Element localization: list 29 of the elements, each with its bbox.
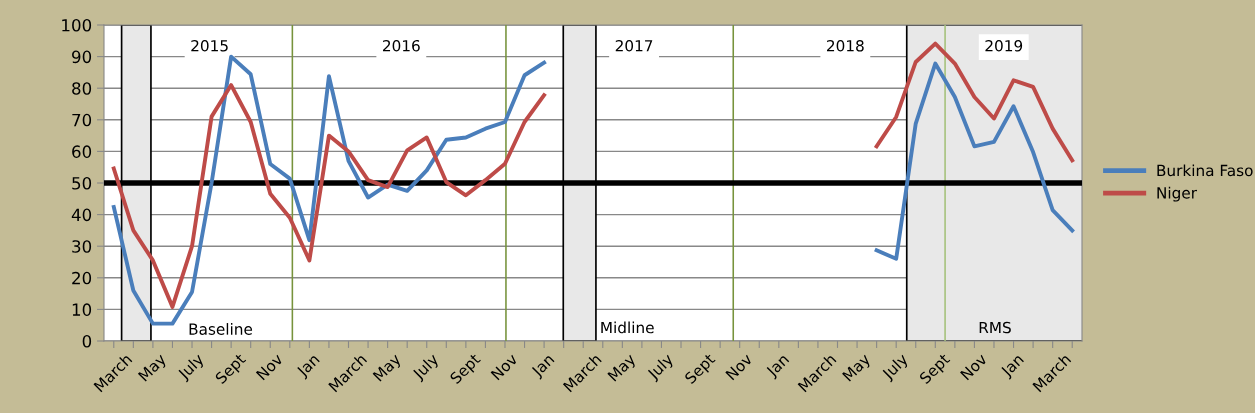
x-tick-label: Nov [490,352,519,381]
y-tick-label: 80 [72,82,92,95]
y-tick-label: 10 [72,303,92,316]
annotation: 2018 [827,40,864,52]
annotation: RMS [979,321,1011,334]
legend-label: Niger [1157,186,1197,202]
y-tick-label: 90 [72,50,92,64]
x-tick-label: Nov [255,352,284,381]
annotation: 2016 [382,40,420,52]
annotation: Midline [601,321,654,334]
x-tick-label: Jan [295,353,322,380]
annotation: 2019 [985,40,1023,52]
y-tick-label: 100 [62,18,92,32]
legend-label: Burkina Faso [1157,164,1253,177]
x-tick-label: Jan [530,353,557,380]
annotation: 2017 [615,40,653,52]
x-tick-label: Nov [725,352,754,381]
y-tick-label: 60 [72,145,92,158]
y-tick-label: 70 [72,113,92,127]
y-tick-label: 20 [72,271,92,285]
y-tick-label: 0 [82,334,92,348]
annotation: 2015 [191,40,228,52]
y-tick-label: 30 [72,240,92,253]
x-tick-label: Nov [960,352,988,381]
annotation: Baseline [189,323,253,335]
y-tick-label: 40 [71,208,92,222]
y-tick-label: 50 [72,176,92,190]
x-tick-label: Jan [765,353,792,380]
x-tick-label: Jan [999,353,1027,380]
